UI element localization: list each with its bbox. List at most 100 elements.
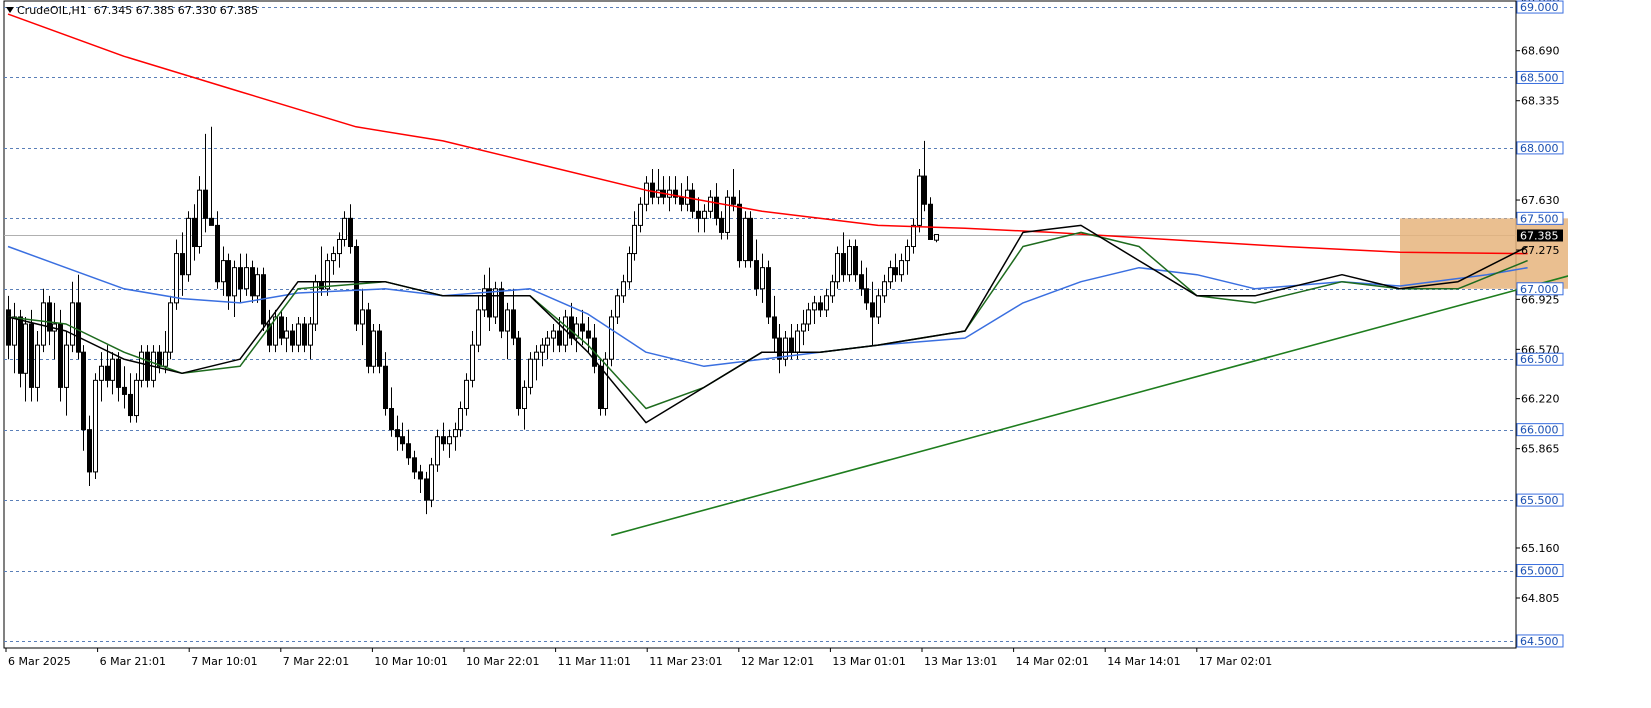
candle-body xyxy=(522,386,527,410)
level-label: 66.000 xyxy=(1520,424,1559,437)
level-label-box xyxy=(1516,141,1564,155)
candle-body xyxy=(447,436,452,445)
candle-body xyxy=(209,217,214,226)
collapse-triangle-icon[interactable] xyxy=(6,7,14,13)
candle-body xyxy=(18,316,23,374)
level-label: 67.500 xyxy=(1520,212,1559,225)
candle-body xyxy=(325,260,330,290)
level-label: 68.000 xyxy=(1520,142,1559,155)
candle-body xyxy=(696,210,701,219)
price-chart[interactable]: 69.04068.69068.33567.63067.27566.92566.5… xyxy=(0,0,1568,672)
candle-body xyxy=(389,408,394,431)
candle-body xyxy=(302,323,307,346)
candle-body xyxy=(116,358,121,388)
candle-body xyxy=(777,337,782,360)
candle-body xyxy=(679,196,684,205)
candle-body xyxy=(934,234,939,241)
candle-body xyxy=(859,274,864,290)
moving-averages xyxy=(7,13,1568,537)
level-label: 67.000 xyxy=(1520,283,1559,296)
candle-body xyxy=(139,351,144,381)
candle-body xyxy=(429,464,434,501)
candle-body xyxy=(754,260,759,290)
candle-body xyxy=(110,358,115,381)
moving-average-line xyxy=(7,224,1528,424)
candle-body xyxy=(290,330,295,346)
moving-average-line xyxy=(7,231,1528,410)
candle-body xyxy=(296,323,301,346)
level-label-box xyxy=(1516,564,1564,578)
candle-body xyxy=(273,316,278,346)
candle-body xyxy=(400,436,405,445)
candle-body xyxy=(574,323,579,339)
candle-body xyxy=(783,337,788,360)
time-tick-label: 14 Mar 02:01 xyxy=(1016,655,1089,668)
price-tick-label: 68.690 xyxy=(1521,45,1560,58)
level-label-box xyxy=(1516,0,1564,14)
candle-body xyxy=(905,246,910,262)
level-label-box xyxy=(1516,70,1564,84)
candle-body xyxy=(476,309,481,346)
candle-body xyxy=(853,246,858,276)
candle-body xyxy=(748,217,753,262)
candle-body xyxy=(830,281,835,297)
candle-body xyxy=(470,344,475,381)
candle-body xyxy=(656,189,661,198)
candle-body xyxy=(847,246,852,276)
price-tick-label: 65.160 xyxy=(1521,542,1560,555)
candle-body xyxy=(795,330,800,353)
candle-body xyxy=(528,358,533,388)
candle-body xyxy=(192,217,197,248)
ohlc-readout: 67.345 67.385 67.330 67.385 xyxy=(93,4,259,17)
candle-body xyxy=(255,274,260,297)
price-axis: 69.04068.69068.33567.63067.27566.92566.5… xyxy=(1516,0,1564,648)
candle-body xyxy=(603,358,608,410)
price-level-lines xyxy=(3,0,1517,649)
candle-body xyxy=(232,267,237,297)
candle-body xyxy=(331,253,336,262)
candle-body xyxy=(835,253,840,283)
candle-body xyxy=(412,457,417,473)
candle-body xyxy=(458,408,463,431)
price-tick-label: 64.805 xyxy=(1521,592,1560,605)
candle-body xyxy=(99,365,104,381)
candle-body xyxy=(731,196,736,205)
time-tick-label: 7 Mar 22:01 xyxy=(283,655,349,668)
moving-average-line xyxy=(7,245,1528,368)
time-tick-label: 14 Mar 14:01 xyxy=(1107,655,1180,668)
level-label: 64.500 xyxy=(1520,635,1559,648)
level-label: 65.500 xyxy=(1520,494,1559,507)
candle-body xyxy=(650,182,655,198)
candle-body xyxy=(911,224,916,248)
candle-body xyxy=(569,316,574,339)
candle-body xyxy=(702,210,707,219)
candle-body xyxy=(818,302,823,311)
candle-body xyxy=(922,175,927,205)
level-label-box xyxy=(1516,282,1564,296)
candle-body xyxy=(801,323,806,332)
candle-body xyxy=(545,337,550,346)
candle-body xyxy=(81,351,86,431)
candle-body xyxy=(366,309,371,367)
candle-body xyxy=(743,217,748,262)
candle-body xyxy=(580,323,585,332)
candle-body xyxy=(551,330,556,339)
level-label-box xyxy=(1516,352,1564,366)
time-tick-label: 11 Mar 11:01 xyxy=(558,655,631,668)
candle-body xyxy=(76,302,81,353)
current-price-label: 67.385 xyxy=(1520,230,1559,243)
level-label-box xyxy=(1516,423,1564,437)
candle-body xyxy=(279,316,284,339)
time-tick-label: 7 Mar 10:01 xyxy=(191,655,257,668)
candle-body xyxy=(644,182,649,205)
candle-body xyxy=(534,351,539,360)
price-tick-label: 67.630 xyxy=(1521,194,1560,207)
candle-body xyxy=(899,260,904,276)
level-label: 66.500 xyxy=(1520,353,1559,366)
candle-body xyxy=(766,267,771,318)
level-label-box xyxy=(1516,493,1564,507)
candle-body xyxy=(70,302,75,346)
candle-body xyxy=(244,267,249,290)
candle-body xyxy=(215,224,220,283)
candle-body xyxy=(197,189,202,248)
